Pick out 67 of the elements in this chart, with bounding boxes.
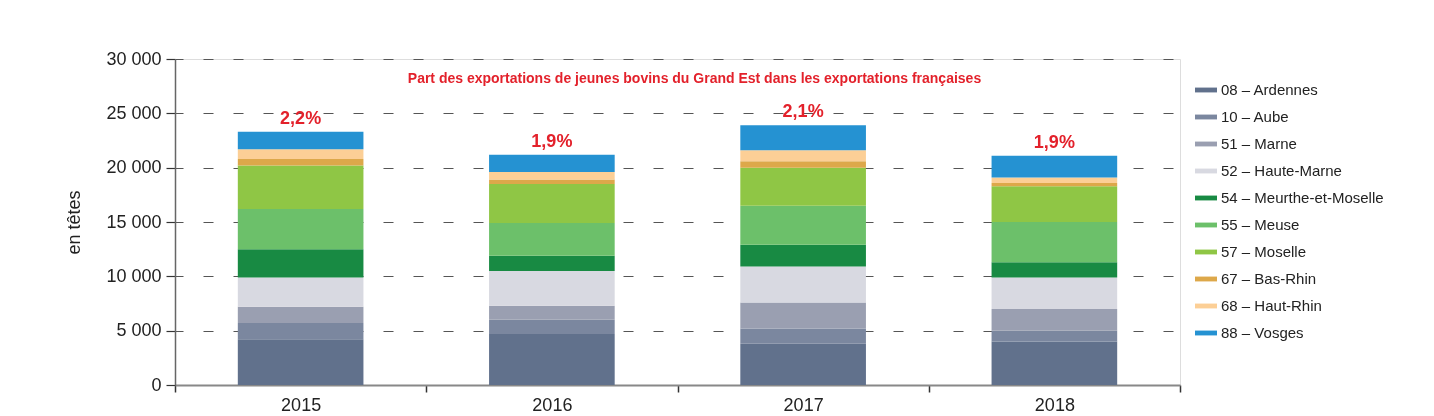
bar xyxy=(991,341,1118,385)
bar xyxy=(237,323,364,340)
bar xyxy=(489,255,615,271)
legend-label: 67 – Bas-Rhin xyxy=(1221,270,1317,287)
y-tick-label: 20 000 xyxy=(106,157,162,178)
y-tick-label: 25 000 xyxy=(106,102,162,123)
bar xyxy=(991,277,1118,309)
bar xyxy=(740,150,866,162)
x-tick-label: 2017 xyxy=(783,394,824,415)
bar xyxy=(237,149,364,159)
bar xyxy=(489,270,615,306)
y-tick-label: 30 000 xyxy=(106,48,162,69)
bar xyxy=(740,205,866,245)
bar xyxy=(237,208,364,250)
legend-label: 10 – Aube xyxy=(1221,108,1289,125)
bar xyxy=(740,161,866,168)
bar xyxy=(991,186,1118,222)
bar xyxy=(740,125,866,151)
legend-label: 88 – Vosges xyxy=(1221,324,1304,341)
bar xyxy=(991,177,1118,183)
bar xyxy=(237,277,364,307)
x-tick-label: 2015 xyxy=(281,394,322,415)
y-tick-label: 15 000 xyxy=(106,211,162,232)
bar xyxy=(489,223,615,256)
bar xyxy=(489,172,615,180)
bar xyxy=(740,266,866,303)
bar xyxy=(489,333,615,385)
legend-label: 57 – Moselle xyxy=(1221,243,1307,260)
x-tick-label: 2018 xyxy=(1034,394,1075,415)
x-tick-label: 2016 xyxy=(532,394,573,415)
bar xyxy=(237,131,364,150)
bar xyxy=(237,339,364,385)
bar xyxy=(991,308,1118,331)
bar xyxy=(489,179,615,184)
bar xyxy=(489,154,615,173)
bar xyxy=(991,330,1118,342)
y-tick-label: 5 000 xyxy=(116,320,162,341)
bar xyxy=(991,155,1118,178)
bar xyxy=(740,244,866,267)
bar xyxy=(489,183,615,224)
legend-label: 08 – Ardennes xyxy=(1221,81,1318,98)
legend-label: 52 – Haute-Marne xyxy=(1221,162,1342,179)
annotation: Part des exportations de jeunes bovins du Grand Est dans les exportations françaises xyxy=(407,70,982,86)
legend-label: 68 – Haut-Rhin xyxy=(1221,297,1322,314)
bar xyxy=(740,343,866,385)
legend-label: 55 – Meuse xyxy=(1221,216,1300,233)
bar xyxy=(237,165,364,209)
bar xyxy=(237,158,364,166)
bar xyxy=(740,328,866,344)
y-tick-label: 0 xyxy=(151,374,162,395)
legend-label: 51 – Marne xyxy=(1221,135,1297,152)
legend-label: 54 – Meurthe-et-Moselle xyxy=(1221,189,1384,206)
bar xyxy=(740,167,866,206)
annotation: 1,9% xyxy=(1033,131,1075,152)
annotation: 2,1% xyxy=(782,101,824,122)
bar xyxy=(489,305,615,320)
bar xyxy=(237,249,364,278)
bar xyxy=(991,222,1118,263)
y-axis-title: en têtes xyxy=(64,190,85,255)
bar xyxy=(740,302,866,329)
annotation: 1,9% xyxy=(531,130,573,151)
annotation: 2,2% xyxy=(280,107,322,128)
bar xyxy=(237,306,364,324)
y-tick-label: 10 000 xyxy=(106,265,162,286)
bar xyxy=(991,262,1118,278)
bar xyxy=(991,182,1118,187)
bar xyxy=(489,319,615,334)
